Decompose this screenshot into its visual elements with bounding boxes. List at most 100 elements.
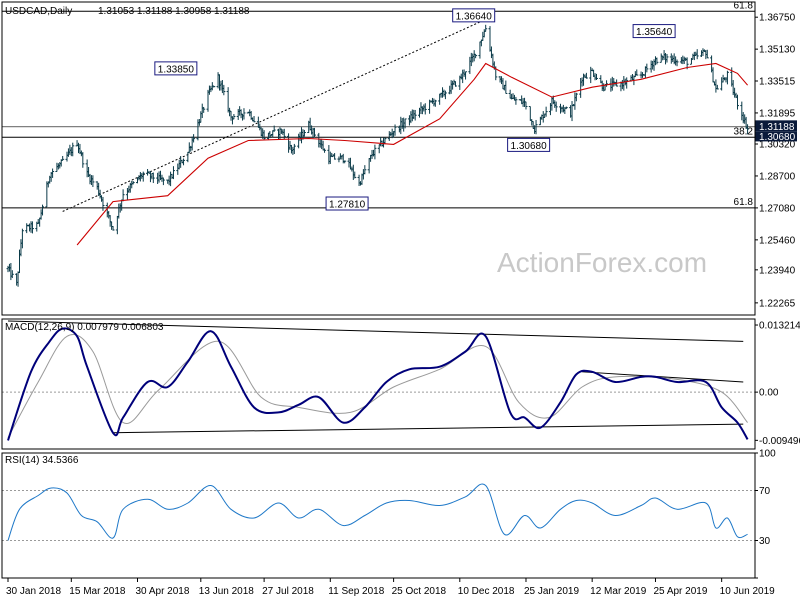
- trendline-layer: [62, 18, 486, 212]
- time-tick-label-0: 30 Jan 2018: [6, 586, 61, 597]
- price-bar: [695, 49, 699, 60]
- current-price-label: 1.31188: [759, 122, 795, 133]
- time-tick-label-9: 12 Mar 2019: [590, 586, 647, 597]
- price-bar: [705, 49, 709, 59]
- macd-trendline-2: [582, 371, 744, 383]
- price-bar: [232, 114, 236, 120]
- price-tick-label-6: 1.27080: [759, 203, 796, 214]
- price-bar: [61, 155, 65, 161]
- macd-tick-label-1: 0.00: [759, 388, 779, 399]
- price-bar: [514, 96, 518, 105]
- price-tick-label-7: 1.25460: [759, 235, 796, 246]
- price-bar: [594, 73, 598, 80]
- price-bar: [10, 270, 14, 279]
- price-bar: [715, 84, 719, 90]
- price-bar: [262, 130, 266, 140]
- dotted-trendline: [62, 18, 486, 212]
- price-bar: [534, 119, 538, 135]
- price-label-1: 1.36640: [452, 8, 496, 23]
- price-bar: [20, 228, 24, 249]
- price-levels: 61.8 38.2 61.8: [2, 0, 755, 209]
- fib-label-0: 61.8: [734, 0, 754, 11]
- symbol-label: USDCAD,Daily: [5, 6, 72, 17]
- price-bar: [41, 204, 45, 216]
- price-bar: [282, 128, 286, 140]
- price-bar: [222, 84, 226, 96]
- price-bar: [312, 127, 316, 138]
- price-bar: [645, 63, 649, 73]
- price-bar: [242, 108, 246, 120]
- price-label-0: 1.33850: [154, 61, 198, 76]
- price-bar: [746, 124, 750, 135]
- price-bar: [333, 153, 337, 160]
- price-bar: [675, 59, 679, 67]
- macd-trendlines: [7, 320, 744, 434]
- macd-tick-label-2: -0.009496: [759, 436, 800, 447]
- price-bar: [403, 118, 407, 129]
- price-bar: [353, 171, 357, 179]
- macd-trendline-1: [113, 423, 744, 434]
- macd-title: MACD(12,26,9) 0.007979 0.006803: [5, 322, 164, 333]
- price-bar: [363, 165, 367, 175]
- macd-line: [7, 327, 749, 441]
- price-bar: [735, 94, 739, 110]
- price-bar: [725, 70, 729, 85]
- rsi-tick-label-1: 70: [759, 486, 771, 497]
- rsi-tick-label-2: 30: [759, 536, 771, 547]
- price-bar: [665, 53, 669, 63]
- price-label-box: [632, 24, 676, 39]
- watermark: ActionForex.com: [497, 247, 707, 278]
- time-tick-label-11: 10 Jun 2019: [720, 586, 775, 597]
- time-tick-label-2: 30 Apr 2018: [135, 586, 189, 597]
- panel-frames: [1, 1, 756, 579]
- panel-frame-2: [1, 452, 756, 579]
- macd-trendline-0: [7, 320, 744, 342]
- price-bar: [71, 142, 75, 157]
- price-bar: [30, 221, 34, 234]
- rsi-tick-label-0: 100: [759, 449, 776, 460]
- price-label-box: [507, 137, 551, 152]
- time-tick-label-10: 25 Apr 2019: [653, 586, 707, 597]
- price-bar: [171, 166, 175, 180]
- price-bar: [182, 158, 186, 166]
- macd-panel: MACD(12,26,9) 0.007979 0.006803 0.013214…: [2, 321, 800, 447]
- price-bar: [524, 101, 528, 110]
- price-bar: [323, 148, 327, 153]
- price-label-2: 1.27810: [325, 196, 369, 211]
- time-tick-label-8: 25 Jan 2019: [524, 586, 579, 597]
- time-tick-label-4: 27 Jul 2018: [262, 586, 314, 597]
- time-tick-label-5: 11 Sep 2018: [328, 586, 384, 597]
- price-tick-label-4: 1.30320: [759, 140, 796, 151]
- price-tick-label-5: 1.28700: [759, 171, 796, 182]
- price-bar: [464, 71, 468, 80]
- price-bars: [6, 24, 750, 287]
- price-label-box: [154, 61, 198, 76]
- price-label-text: 1.30680: [511, 141, 548, 152]
- price-bar: [413, 109, 417, 121]
- time-tick-label-7: 10 Dec 2018: [458, 586, 515, 597]
- price-panel: 61.8 38.2 61.8 1.33850 1.36640 1.27810 1.3068…: [2, 0, 797, 309]
- macd-tick-label-0: 0.013214: [759, 321, 800, 332]
- price-bar: [51, 168, 55, 178]
- price-bar: [423, 103, 427, 115]
- price-bar: [584, 72, 588, 79]
- price-bar: [625, 77, 629, 89]
- price-label-text: 1.36640: [456, 11, 493, 22]
- price-bar: [544, 106, 548, 117]
- price-bar: [655, 57, 659, 65]
- price-bar: [81, 152, 85, 168]
- price-bar: [433, 99, 437, 107]
- price-label-3: 1.30680: [507, 137, 551, 152]
- panel-frame-0: [1, 1, 756, 316]
- macd-series: [7, 327, 749, 441]
- price-axis: 1.36750 1.35130 1.33515 1.31895 1.30320 1.287…: [755, 13, 797, 309]
- price-bar: [252, 116, 256, 123]
- price-label-text: 1.33850: [158, 64, 195, 75]
- rsi-series: [7, 483, 748, 541]
- price-bar: [484, 24, 488, 32]
- price-bar: [383, 137, 387, 145]
- secondary-price-box: [755, 131, 797, 142]
- price-bar: [212, 85, 216, 88]
